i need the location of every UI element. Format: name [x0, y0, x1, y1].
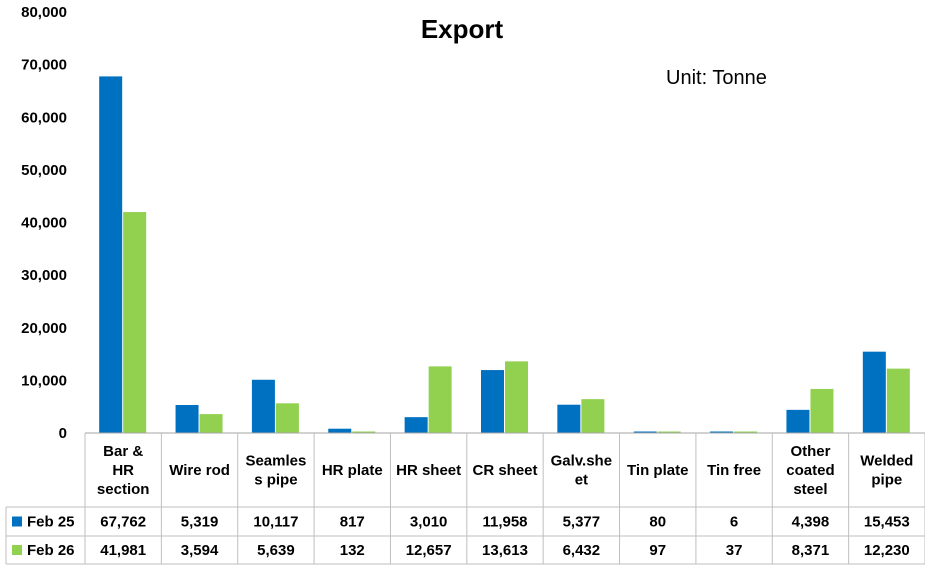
- data-label: 37: [726, 542, 743, 559]
- data-label: 6: [730, 514, 738, 531]
- data-label: 67,762: [100, 514, 146, 531]
- y-tick-label: 70,000: [21, 57, 67, 74]
- legend-label: Feb 25: [27, 514, 75, 531]
- data-label: 5,377: [563, 514, 601, 531]
- unit-note: Unit: Tonne: [666, 67, 767, 89]
- data-label: 3,594: [181, 542, 219, 559]
- legend-label: Feb 26: [27, 542, 75, 559]
- y-tick-label: 20,000: [21, 320, 67, 337]
- bar: [251, 379, 275, 433]
- category-label: Welded pipe: [860, 453, 913, 489]
- category-label: HR plate: [322, 462, 383, 479]
- category-label: Bar & HR section: [97, 443, 150, 498]
- legend-swatch: [12, 545, 22, 555]
- category-label: Other coated steel: [786, 443, 834, 498]
- bar: [123, 212, 147, 433]
- category-label: Tin plate: [627, 462, 688, 479]
- bar: [99, 76, 123, 434]
- bar: [481, 370, 504, 433]
- y-tick-label: 50,000: [21, 162, 67, 179]
- y-tick-label: 10,000: [21, 372, 67, 389]
- bar: [710, 431, 734, 433]
- bar: [786, 409, 810, 433]
- bar: [633, 431, 657, 433]
- y-tick-label: 60,000: [21, 109, 67, 126]
- data-label: 11,958: [482, 514, 527, 531]
- bar: [505, 361, 528, 433]
- data-label: 3,010: [410, 514, 448, 531]
- category-label: Seamles s pipe: [245, 453, 306, 489]
- y-axis: 0 10,000 20,000 30,000 40,000 50,000 60,000 70,…: [21, 4, 67, 442]
- category-label: HR sheet: [396, 462, 461, 479]
- bar: [175, 405, 199, 433]
- data-label: 8,371: [792, 542, 830, 559]
- y-tick-label: 30,000: [21, 267, 67, 284]
- data-label: 4,398: [792, 514, 830, 531]
- bar: [657, 431, 681, 433]
- data-label: 10,117: [253, 514, 298, 531]
- y-tick-label: 80,000: [21, 4, 67, 21]
- bar: [404, 417, 428, 433]
- y-tick-label: 0: [59, 425, 67, 442]
- y-tick-label: 40,000: [21, 215, 67, 232]
- bar: [275, 403, 299, 433]
- data-label: 13,613: [482, 542, 528, 559]
- category-label: CR sheet: [472, 462, 537, 479]
- data-label: 97: [649, 542, 666, 559]
- data-table: Bar & HR section Wire rod Seamles s pipe HR pl…: [5, 432, 925, 565]
- data-label: 817: [340, 514, 365, 531]
- bars: [99, 76, 910, 434]
- data-label: 5,319: [181, 514, 219, 531]
- bar: [886, 368, 910, 433]
- bar: [810, 388, 834, 433]
- chart-title: Export: [421, 14, 504, 44]
- data-label: 41,981: [100, 542, 146, 559]
- data-label: 12,230: [864, 542, 910, 559]
- bar: [428, 366, 452, 433]
- category-label: Tin free: [707, 462, 761, 479]
- bar: [734, 431, 758, 433]
- bar: [557, 404, 581, 433]
- data-label: 80: [649, 514, 666, 531]
- bar: [199, 414, 223, 433]
- data-label: 132: [340, 542, 365, 559]
- category-label: Wire rod: [169, 462, 230, 479]
- bar: [328, 428, 352, 433]
- bar: [352, 431, 376, 433]
- category-label: Galv.she et: [551, 453, 612, 489]
- data-label: 5,639: [257, 542, 295, 559]
- data-label: 15,453: [864, 514, 910, 531]
- bar: [862, 351, 886, 433]
- data-label: 6,432: [563, 542, 601, 559]
- data-label: 12,657: [406, 542, 452, 559]
- legend-swatch: [12, 516, 22, 527]
- bar: [581, 399, 605, 433]
